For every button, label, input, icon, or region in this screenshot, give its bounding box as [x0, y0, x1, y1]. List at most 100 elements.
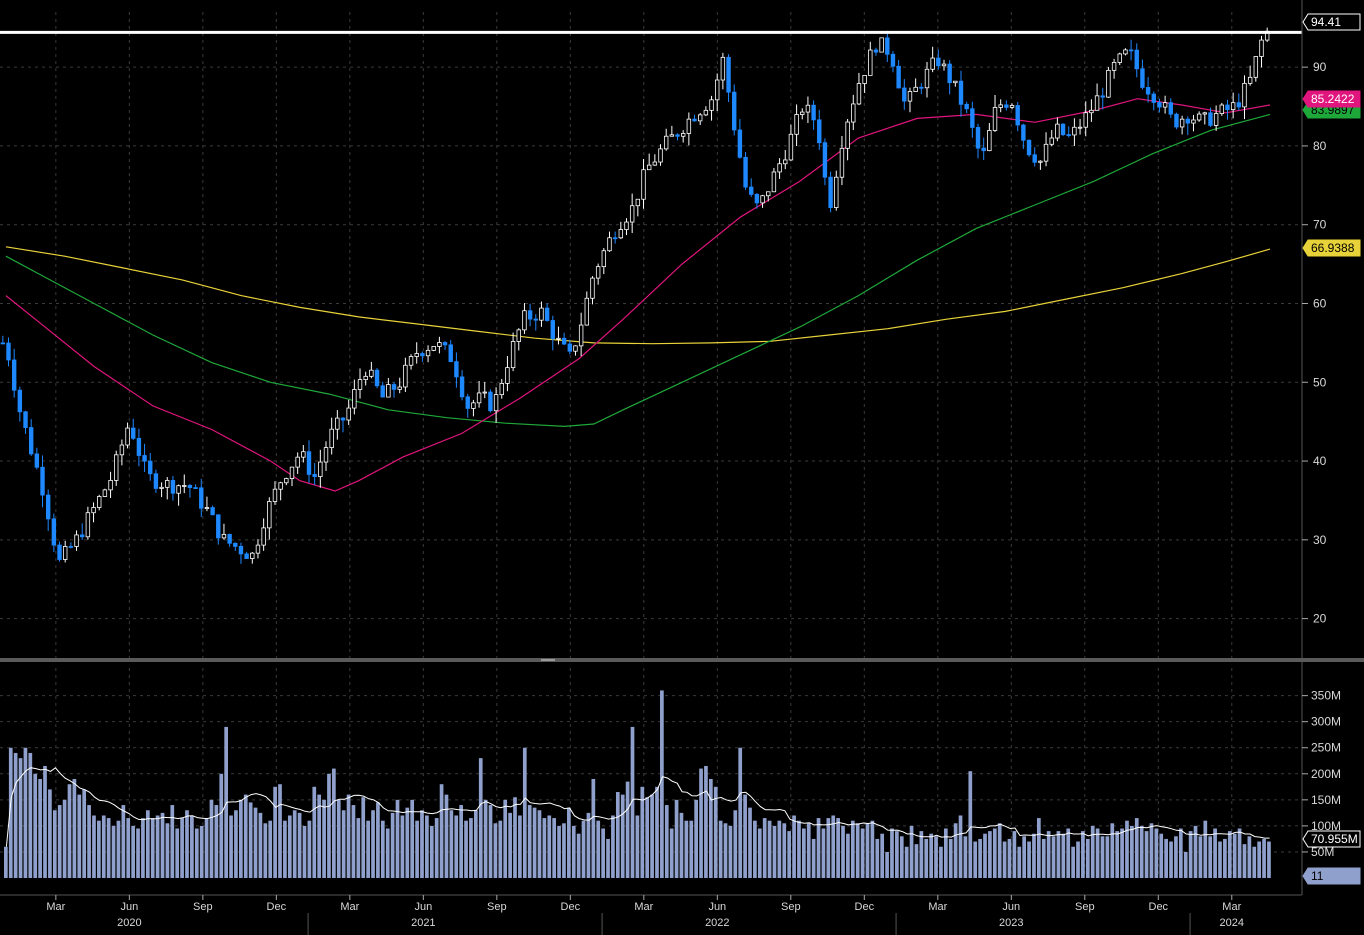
volume-bar: [895, 831, 899, 878]
volume-bar: [1076, 841, 1080, 878]
price-tick-label: 60: [1313, 296, 1327, 310]
candle-body: [323, 447, 329, 463]
month-label: Mar: [1222, 901, 1241, 913]
candle-body: [170, 480, 176, 494]
volume-bar: [1012, 831, 1017, 878]
volume-bar: [1037, 818, 1041, 878]
volume-bar: [498, 820, 503, 878]
price-tick-label: 30: [1313, 533, 1327, 547]
candle-body: [165, 480, 170, 488]
volume-bar: [116, 820, 121, 878]
volume-bar: [136, 828, 140, 878]
last-price-tag: 94.41: [1302, 13, 1361, 31]
volume-bar: [420, 810, 424, 878]
volume-bar: [1154, 828, 1159, 878]
volume-bar: [82, 789, 87, 878]
candle-body: [1162, 102, 1168, 108]
volume-bar: [992, 828, 997, 878]
candle-body: [862, 75, 867, 84]
volume-bar: [366, 820, 370, 878]
candle-body: [1259, 39, 1264, 57]
volume-bar: [1203, 820, 1208, 878]
volume-bar: [811, 838, 816, 878]
candle-body: [794, 114, 799, 135]
candle-body: [102, 489, 108, 497]
candle-body: [760, 195, 765, 204]
volume-bar: [385, 828, 390, 878]
candle-body: [652, 161, 658, 166]
volume-bar: [860, 828, 865, 878]
volume-bar: [513, 797, 517, 878]
volume-bar: [890, 828, 894, 878]
volume-bar: [1232, 833, 1237, 878]
pane-divider[interactable]: [0, 658, 1364, 662]
volume-bar: [611, 815, 615, 878]
price-tick-label: 20: [1313, 612, 1327, 626]
candle-body: [1236, 102, 1242, 108]
candle-body: [1247, 76, 1253, 84]
candle-body: [131, 427, 136, 439]
volume-bar: [400, 815, 405, 878]
volume-bar: [190, 815, 194, 878]
candle-body: [629, 205, 635, 223]
month-label: Mar: [46, 901, 65, 913]
candle-body: [80, 534, 85, 538]
candle-body: [278, 482, 283, 490]
volume-bar: [552, 818, 557, 878]
candle-body: [153, 473, 159, 489]
candle-body: [431, 346, 436, 351]
candle-body: [981, 147, 986, 152]
volume-tick-label: 350M: [1311, 689, 1341, 703]
volume-bar: [199, 825, 204, 878]
volume-bar: [1193, 825, 1198, 878]
candle-body: [771, 171, 777, 193]
volume-bar: [537, 810, 542, 878]
volume-bar: [312, 786, 317, 878]
month-label: Jun: [120, 901, 138, 913]
volume-bar: [1061, 833, 1066, 878]
volume-bar: [1002, 841, 1007, 878]
candle-body: [1253, 56, 1259, 78]
volume-bar: [155, 815, 160, 878]
candle-body: [987, 130, 992, 152]
volume-bar: [963, 836, 968, 878]
candle-body: [805, 104, 811, 113]
candle-body: [1015, 105, 1020, 126]
candle-body: [363, 375, 368, 380]
volume-bar: [958, 815, 963, 878]
candle-body: [420, 353, 425, 357]
candle-body: [1196, 113, 1202, 121]
volume-bar: [1100, 836, 1105, 878]
candle-body: [766, 191, 771, 197]
volume-bar: [449, 810, 454, 878]
candle-body: [11, 359, 17, 391]
candle-body: [159, 486, 164, 489]
volume-bar: [625, 781, 630, 878]
volume-bar: [792, 815, 796, 878]
volume-bar: [488, 805, 493, 878]
volume-bar: [532, 807, 537, 878]
candle-body: [890, 53, 896, 67]
volume-bar: [111, 825, 116, 878]
volume-bar: [664, 805, 669, 878]
candle-body: [1055, 123, 1060, 139]
volume-bar: [444, 794, 449, 878]
volume-bar: [141, 818, 145, 878]
volume-bar: [454, 815, 459, 878]
ma-short-tag-box: [1302, 90, 1361, 108]
volume-bar: [253, 807, 258, 878]
volume-bar: [92, 815, 96, 878]
candle-body: [1213, 113, 1219, 126]
month-label: Sep: [487, 901, 507, 913]
candle-body: [1060, 123, 1066, 135]
month-label: Mar: [928, 901, 947, 913]
candle-body: [845, 121, 850, 149]
candle-body: [936, 57, 941, 67]
volume-bar: [669, 828, 674, 878]
volume-bar: [1242, 844, 1247, 878]
month-label: Dec: [267, 901, 287, 913]
volume-bar: [772, 825, 777, 878]
volume-bar: [258, 812, 263, 878]
year-label: 2020: [117, 917, 141, 929]
